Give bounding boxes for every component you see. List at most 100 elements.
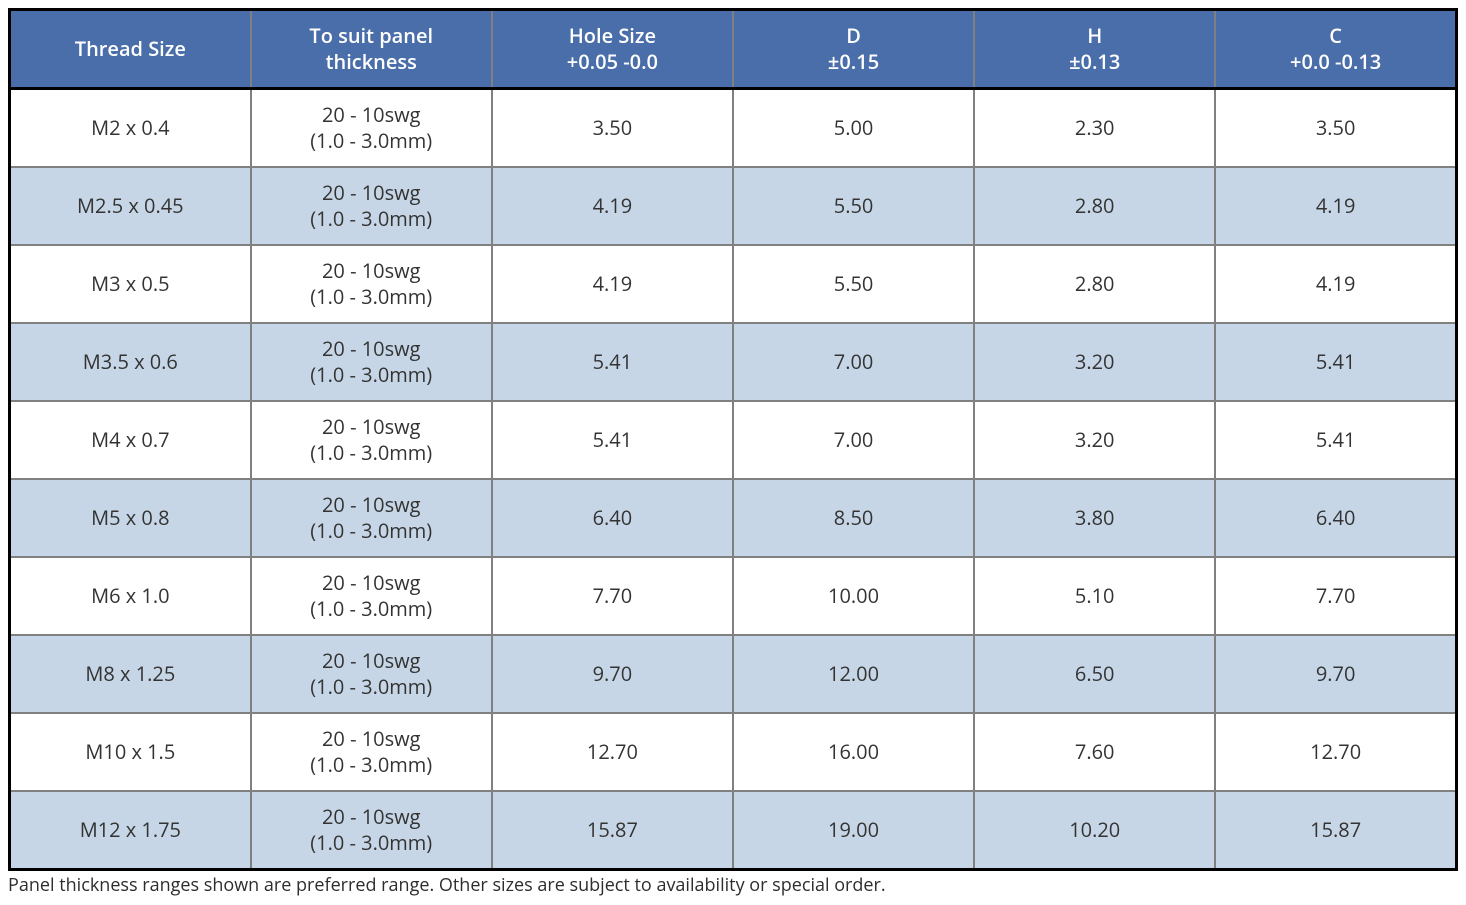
col-h: H ±0.13 xyxy=(974,10,1215,89)
cell-text: 15.87 xyxy=(587,816,638,843)
cell-text: M10 x 1.5 xyxy=(85,738,175,765)
cell-text: 3.50 xyxy=(1316,114,1356,141)
col-thread-size: Thread Size xyxy=(10,10,251,89)
cell-text: 20 - 10swg xyxy=(260,414,483,440)
cell-d: 19.00 xyxy=(733,791,974,870)
table-row: M5 x 0.8 20 - 10swg(1.0 - 3.0mm) 6.40 8.50 3… xyxy=(10,479,1457,557)
cell-hole-size: 6.40 xyxy=(492,479,733,557)
cell-text: M6 x 1.0 xyxy=(91,582,169,609)
header-text: ±0.15 xyxy=(742,49,965,75)
cell-h: 10.20 xyxy=(974,791,1215,870)
cell-text: 5.41 xyxy=(1316,348,1356,375)
cell-thread-size: M10 x 1.5 xyxy=(10,713,251,791)
cell-text: 10.00 xyxy=(828,582,879,609)
header-text: To suit panel xyxy=(260,23,483,49)
header-text: ±0.13 xyxy=(983,49,1206,75)
cell-text: (1.0 - 3.0mm) xyxy=(260,440,483,466)
cell-hole-size: 5.41 xyxy=(492,401,733,479)
table-row: M3 x 0.5 20 - 10swg(1.0 - 3.0mm) 4.19 5.50 2… xyxy=(10,245,1457,323)
cell-text: 5.50 xyxy=(834,270,874,297)
cell-text: 7.70 xyxy=(593,582,633,609)
header-text: H xyxy=(983,23,1206,49)
cell-hole-size: 4.19 xyxy=(492,245,733,323)
cell-panel-thickness: 20 - 10swg(1.0 - 3.0mm) xyxy=(251,791,492,870)
col-panel-thickness: To suit panel thickness xyxy=(251,10,492,89)
cell-c: 5.41 xyxy=(1215,401,1456,479)
cell-h: 2.30 xyxy=(974,89,1215,168)
cell-text: 6.50 xyxy=(1075,660,1115,687)
cell-c: 4.19 xyxy=(1215,245,1456,323)
cell-text: 6.40 xyxy=(1316,504,1356,531)
table-row: M3.5 x 0.620 - 10swg(1.0 - 3.0mm)5.417.0… xyxy=(10,323,1457,401)
cell-text: 20 - 10swg xyxy=(260,258,483,284)
cell-hole-size: 3.50 xyxy=(492,89,733,168)
cell-panel-thickness: 20 - 10swg(1.0 - 3.0mm) xyxy=(251,557,492,635)
cell-text: 20 - 10swg xyxy=(260,102,483,128)
cell-text: 5.41 xyxy=(593,426,633,453)
cell-panel-thickness: 20 - 10swg(1.0 - 3.0mm) xyxy=(251,323,492,401)
cell-h: 6.50 xyxy=(974,635,1215,713)
cell-text: M2.5 x 0.45 xyxy=(77,192,184,219)
header-text: +0.05 -0.0 xyxy=(501,49,724,75)
cell-text: (1.0 - 3.0mm) xyxy=(260,128,483,154)
table-row: M2.5 x 0.4520 - 10swg(1.0 - 3.0mm)4.195.… xyxy=(10,167,1457,245)
cell-text: 15.87 xyxy=(1310,816,1361,843)
cell-hole-size: 15.87 xyxy=(492,791,733,870)
footnote-text: Panel thickness ranges shown are preferr… xyxy=(8,873,1458,897)
cell-text: 20 - 10swg xyxy=(260,336,483,362)
cell-c: 4.19 xyxy=(1215,167,1456,245)
cell-text: 7.70 xyxy=(1316,582,1356,609)
cell-hole-size: 5.41 xyxy=(492,323,733,401)
cell-thread-size: M3 x 0.5 xyxy=(10,245,251,323)
cell-d: 5.00 xyxy=(733,89,974,168)
cell-text: M2 x 0.4 xyxy=(91,114,169,141)
cell-d: 5.50 xyxy=(733,167,974,245)
cell-text: 3.20 xyxy=(1075,348,1115,375)
cell-text: 20 - 10swg xyxy=(260,492,483,518)
cell-h: 2.80 xyxy=(974,245,1215,323)
cell-text: (1.0 - 3.0mm) xyxy=(260,830,483,856)
cell-text: M5 x 0.8 xyxy=(91,504,169,531)
table-row: M6 x 1.0 20 - 10swg(1.0 - 3.0mm) 7.70 10.00… xyxy=(10,557,1457,635)
cell-thread-size: M12 x 1.75 xyxy=(10,791,251,870)
col-hole-size: Hole Size +0.05 -0.0 xyxy=(492,10,733,89)
cell-text: 19.00 xyxy=(828,816,879,843)
cell-c: 12.70 xyxy=(1215,713,1456,791)
cell-text: 20 - 10swg xyxy=(260,570,483,596)
cell-text: 3.80 xyxy=(1075,504,1115,531)
cell-d: 7.00 xyxy=(733,323,974,401)
cell-text: (1.0 - 3.0mm) xyxy=(260,206,483,232)
cell-text: 20 - 10swg xyxy=(260,180,483,206)
cell-thread-size: M8 x 1.25 xyxy=(10,635,251,713)
cell-text: 4.19 xyxy=(1316,192,1356,219)
col-c: C +0.0 -0.13 xyxy=(1215,10,1456,89)
cell-text: 5.41 xyxy=(593,348,633,375)
cell-h: 3.20 xyxy=(974,323,1215,401)
cell-text: (1.0 - 3.0mm) xyxy=(260,284,483,310)
cell-hole-size: 4.19 xyxy=(492,167,733,245)
cell-text: 2.30 xyxy=(1075,114,1115,141)
cell-text: 12.00 xyxy=(828,660,879,687)
cell-text: 7.00 xyxy=(834,348,874,375)
cell-text: (1.0 - 3.0mm) xyxy=(260,518,483,544)
cell-thread-size: M5 x 0.8 xyxy=(10,479,251,557)
cell-hole-size: 9.70 xyxy=(492,635,733,713)
cell-text: 8.50 xyxy=(834,504,874,531)
cell-text: 5.10 xyxy=(1075,582,1115,609)
header-text: C xyxy=(1224,23,1447,49)
cell-thread-size: M2.5 x 0.45 xyxy=(10,167,251,245)
cell-h: 5.10 xyxy=(974,557,1215,635)
header-text: Hole Size xyxy=(501,23,724,49)
cell-text: (1.0 - 3.0mm) xyxy=(260,596,483,622)
cell-text: 3.50 xyxy=(593,114,633,141)
header-text: D xyxy=(742,23,965,49)
cell-thread-size: M2 x 0.4 xyxy=(10,89,251,168)
cell-text: M4 x 0.7 xyxy=(91,426,169,453)
cell-c: 9.70 xyxy=(1215,635,1456,713)
cell-text: 3.20 xyxy=(1075,426,1115,453)
cell-text: 4.19 xyxy=(1316,270,1356,297)
cell-text: 20 - 10swg xyxy=(260,648,483,674)
cell-text: (1.0 - 3.0mm) xyxy=(260,362,483,388)
header-text: Thread Size xyxy=(19,36,242,62)
header-row: Thread Size To suit panel thickness Hole… xyxy=(10,10,1457,89)
